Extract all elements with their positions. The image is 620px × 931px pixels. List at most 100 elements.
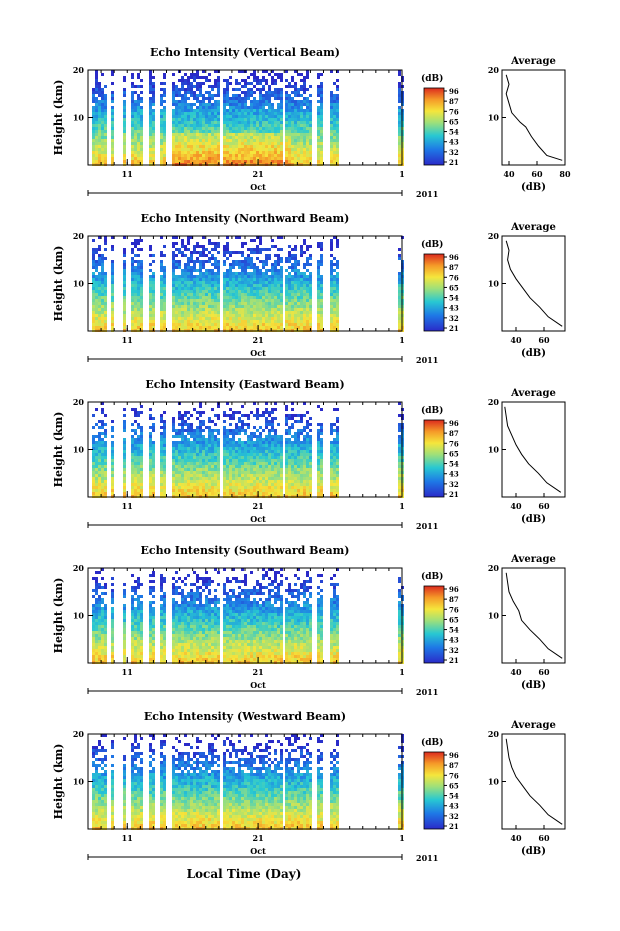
heatmap-cell (175, 459, 178, 462)
heatmap-cell (259, 281, 262, 284)
heatmap-cell (175, 456, 178, 459)
heatmap-cell (193, 94, 196, 97)
heatmap-cell (98, 133, 101, 136)
heatmap-cell (238, 82, 241, 85)
heatmap-cell (104, 429, 107, 432)
heatmap-cell (137, 305, 140, 308)
heatmap-cell (98, 106, 101, 109)
heatmap-cell (288, 302, 291, 305)
heatmap-cell (336, 278, 339, 281)
heatmap-cell (226, 459, 229, 462)
heatmap-cell (241, 266, 244, 269)
heatmap-cell (111, 115, 114, 118)
heatmap-cell (268, 148, 271, 151)
heatmap-cell (211, 456, 214, 459)
heatmap-cell (181, 468, 184, 471)
heatmap-cell (199, 160, 202, 163)
colorbar-tick-label: 96 (449, 253, 459, 262)
heatmap-cell (265, 320, 268, 323)
heatmap-cell (309, 311, 312, 314)
heatmap-cell (175, 103, 178, 106)
heatmap-cell (172, 139, 175, 142)
heatmap-cell (333, 302, 336, 305)
heatmap-cell (330, 248, 333, 251)
heatmap-cell (202, 447, 205, 450)
heatmap-cell (253, 109, 256, 112)
heatmap-cell (111, 299, 114, 302)
heatmap-cell (244, 133, 247, 136)
heatmap-cell (123, 130, 126, 133)
heatmap-cell (137, 311, 140, 314)
heatmap-cell (95, 160, 98, 163)
heatmap-cell (241, 450, 244, 453)
heatmap-cell (259, 305, 262, 308)
heatmap-cell (137, 468, 140, 471)
heatmap-cell (265, 471, 268, 474)
heatmap-cell (232, 281, 235, 284)
heatmap-cell (152, 142, 155, 145)
heatmap-cell (181, 157, 184, 160)
heatmap-cell (277, 299, 280, 302)
heatmap-cell (306, 76, 309, 79)
heatmap-cell (268, 157, 271, 160)
heatmap-cell (229, 136, 232, 139)
heatmap-cell (92, 483, 95, 486)
heatmap-cell (95, 302, 98, 305)
heatmap-cell (320, 299, 323, 302)
heatmap-cell (280, 290, 283, 293)
heatmap-cell (259, 284, 262, 287)
heatmap-cell (199, 432, 202, 435)
heatmap-cell (291, 293, 294, 296)
heatmap-cell (184, 142, 187, 145)
heatmap-cell (134, 468, 137, 471)
heatmap-cell (137, 118, 140, 121)
heatmap-cell (229, 293, 232, 296)
heatmap-cell (277, 97, 280, 100)
heatmap-cell (294, 130, 297, 133)
heatmap-cell (253, 311, 256, 314)
heatmap-cell (217, 115, 220, 118)
heatmap-cell (306, 133, 309, 136)
heatmap-cell (253, 447, 256, 450)
heatmap-cell (95, 251, 98, 254)
heatmap-cell (193, 112, 196, 115)
heatmap-cell (163, 100, 166, 103)
heatmap-cell (250, 290, 253, 293)
heatmap-cell (253, 296, 256, 299)
heatmap-cell (280, 311, 283, 314)
heatmap-cell (285, 124, 288, 127)
heatmap-cell (241, 317, 244, 320)
heatmap-cell (111, 320, 114, 323)
heatmap-cell (137, 320, 140, 323)
heatmap-cell (211, 257, 214, 260)
heatmap-cell (181, 417, 184, 420)
profile-y-tick-label: 20 (488, 231, 500, 241)
heatmap-cell (140, 411, 143, 414)
heatmap-cell (205, 103, 208, 106)
heatmap-cell (250, 323, 253, 326)
heatmap-cell (259, 142, 262, 145)
heatmap-cell (104, 275, 107, 278)
heatmap-cell (181, 103, 184, 106)
heatmap-cell (274, 260, 277, 263)
heatmap-cell (190, 429, 193, 432)
heatmap-cell (256, 266, 259, 269)
heatmap-cell (190, 112, 193, 115)
heatmap-cell (92, 486, 95, 489)
heatmap-cell (223, 426, 226, 429)
heatmap-cell (131, 296, 134, 299)
heatmap-cell (187, 441, 190, 444)
heatmap-cell (259, 130, 262, 133)
heatmap-cell (288, 287, 291, 290)
heatmap-cell (320, 314, 323, 317)
heatmap-cell (265, 308, 268, 311)
heatmap-cell (98, 311, 101, 314)
heatmap-cell (193, 453, 196, 456)
heatmap-cell (297, 299, 300, 302)
heatmap-cell (288, 314, 291, 317)
heatmap-cell (196, 70, 199, 73)
heatmap-cell (160, 480, 163, 483)
heatmap-cell (134, 477, 137, 480)
heatmap-cell (214, 311, 217, 314)
heatmap-cell (184, 254, 187, 257)
